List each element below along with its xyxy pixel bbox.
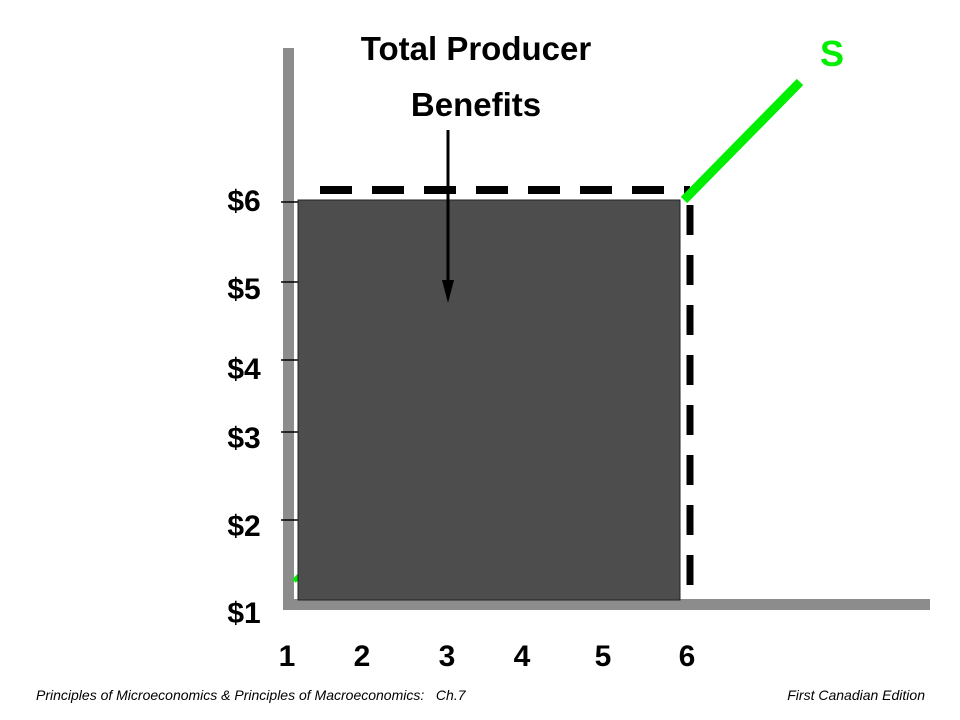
x-axis (283, 599, 930, 610)
x-label: 6 (679, 640, 696, 673)
x-label: 1 (279, 640, 296, 673)
x-label: 2 (354, 640, 371, 673)
y-label: $6 (227, 185, 260, 218)
supply-curve (680, 78, 804, 204)
x-label: 3 (439, 640, 456, 673)
y-label: $4 (227, 353, 261, 386)
tick-marks (281, 201, 298, 521)
y-label: $5 (227, 273, 260, 306)
producer-benefits-area (297, 199, 681, 601)
title-line: Benefits (411, 86, 541, 123)
footer-right: First Canadian Edition (787, 687, 925, 703)
x-label: 4 (514, 640, 531, 673)
y-label: $2 (227, 510, 260, 543)
footer-left: Principles of Microeconomics & Principle… (36, 687, 467, 703)
y-label: $1 (227, 597, 260, 630)
arrow-head (442, 280, 454, 303)
y-axis (283, 48, 294, 610)
y-label: $3 (227, 422, 260, 455)
title-line: Total Producer (361, 30, 592, 67)
curve-label: S (820, 33, 844, 74)
x-label: 5 (595, 640, 612, 673)
